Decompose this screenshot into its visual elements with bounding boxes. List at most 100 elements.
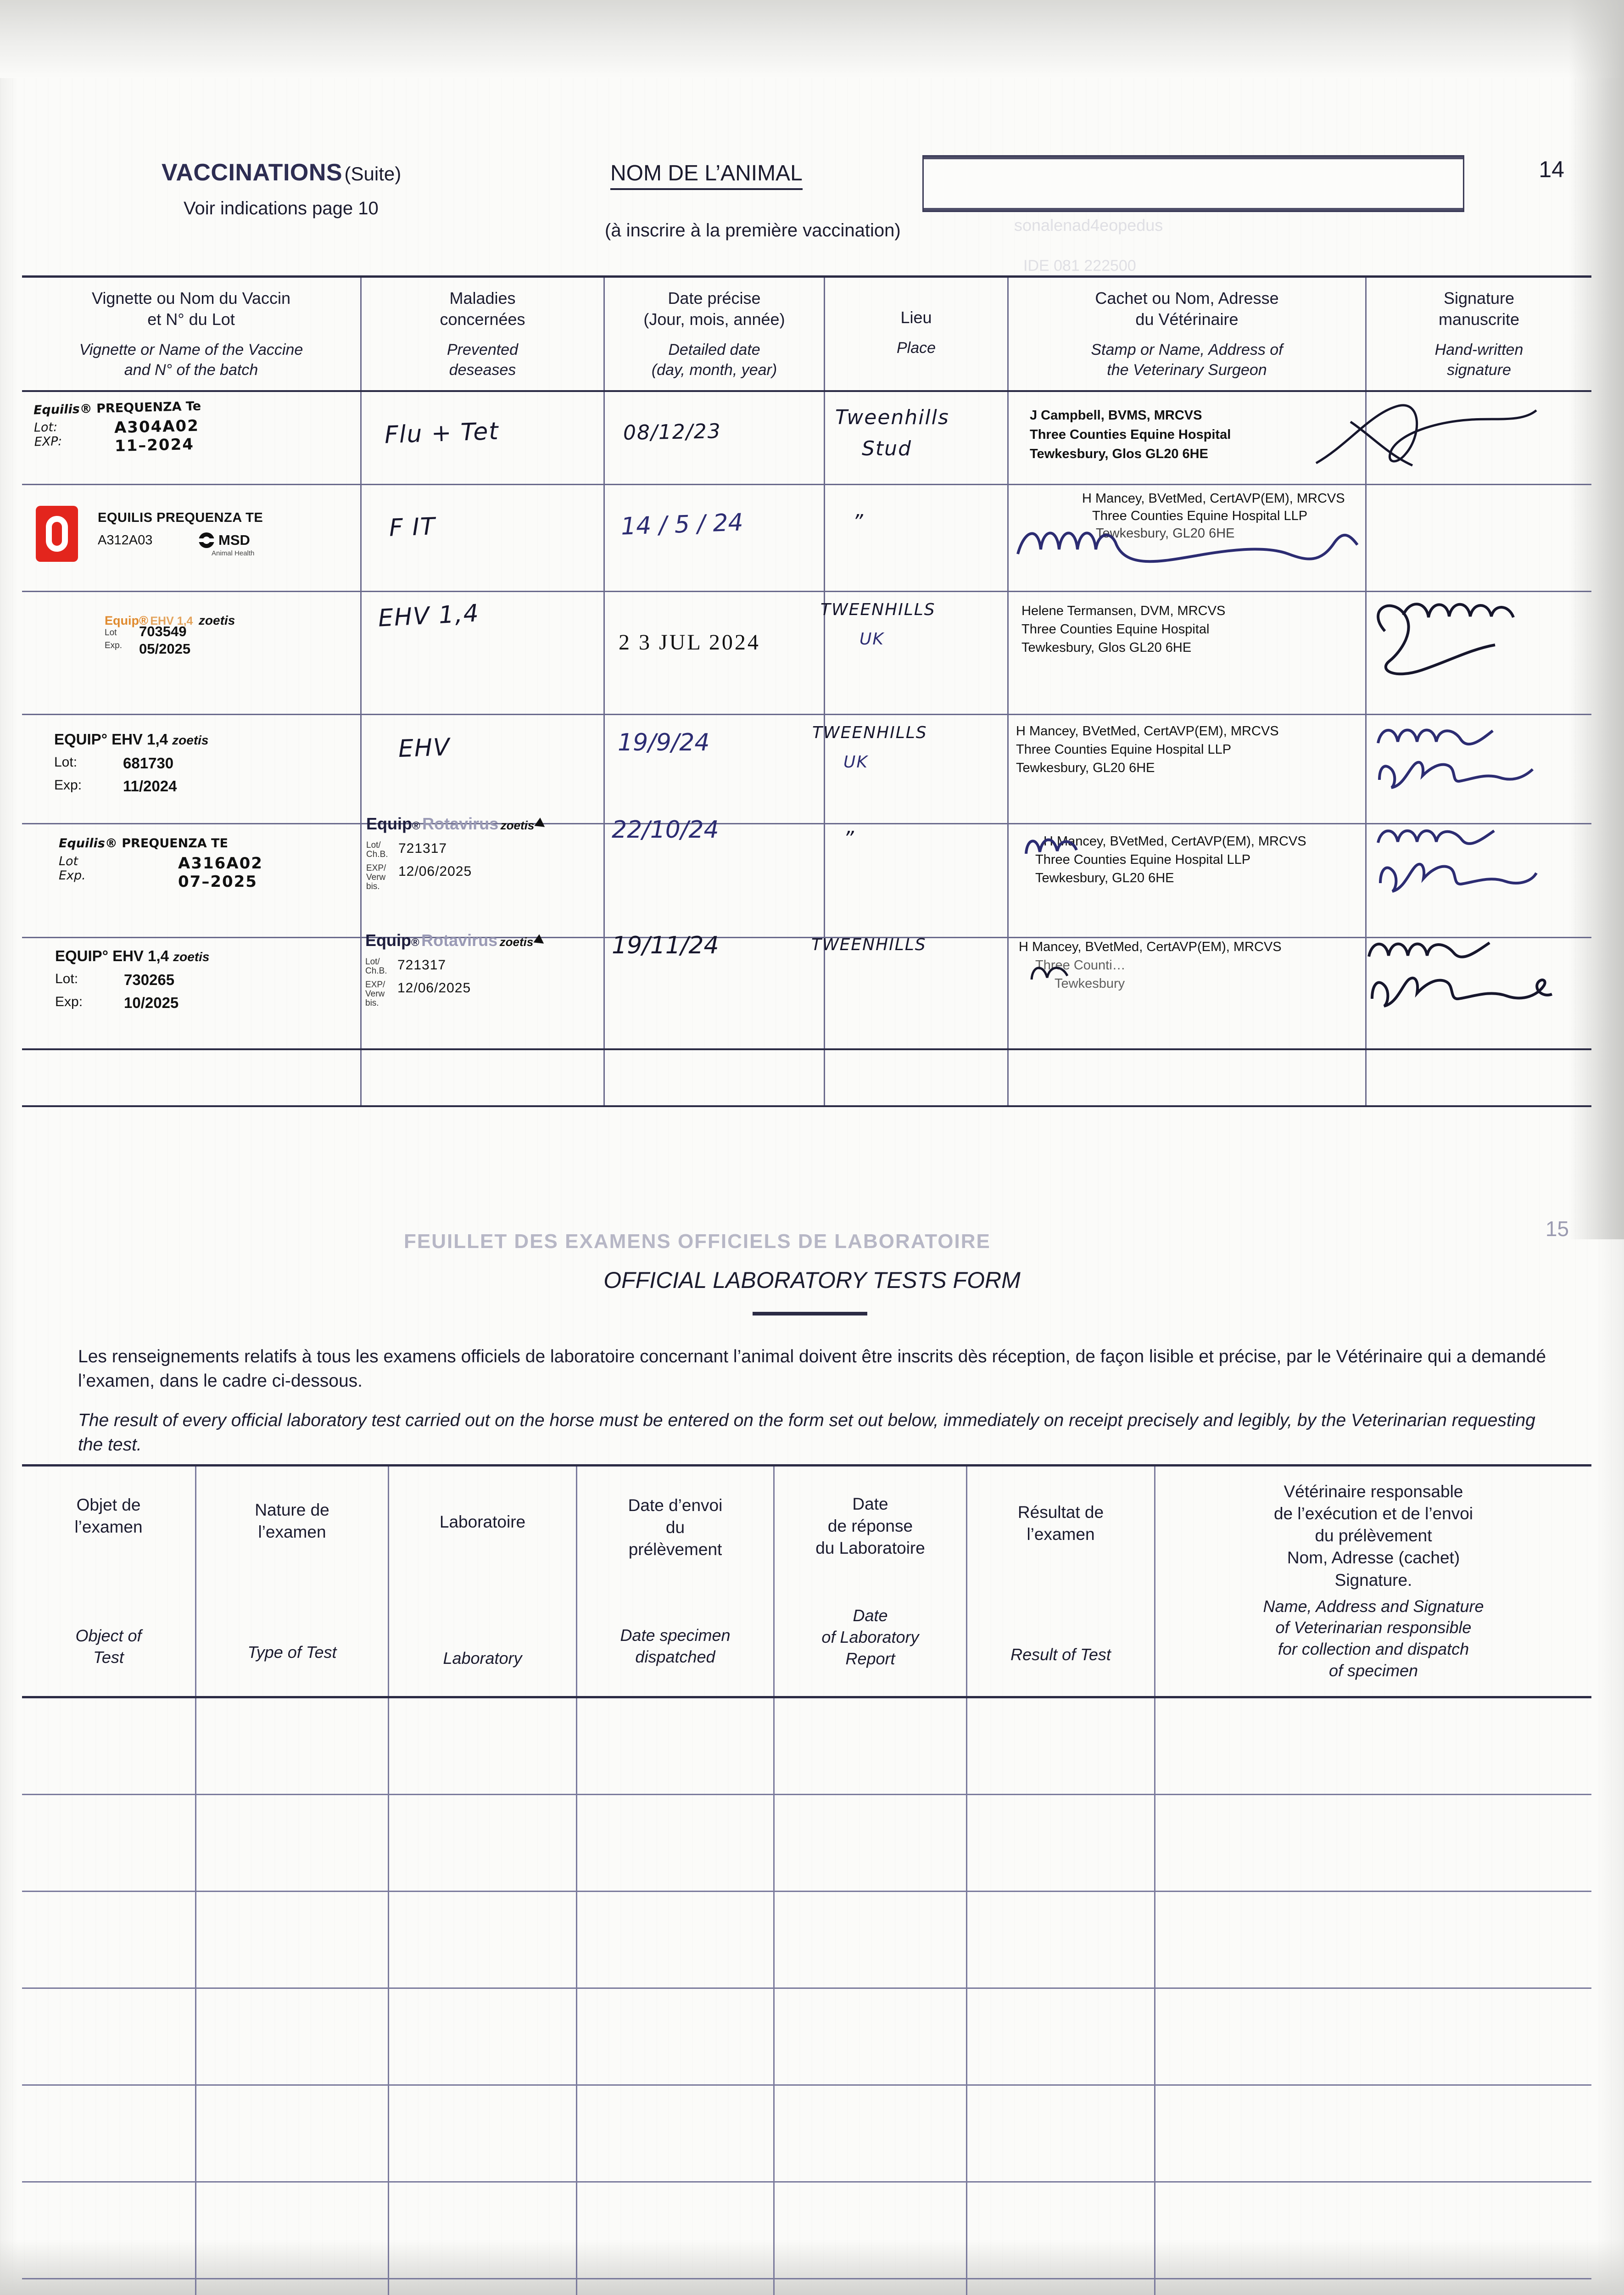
header-text: l’examen [74,1517,143,1537]
header-text: prélèvement [628,1540,722,1559]
lab-table-cell[interactable] [775,1989,967,2084]
lab-table-cell[interactable] [196,2086,389,2181]
page-number-top: 14 [1539,157,1564,182]
lab-table-cell[interactable] [577,2279,775,2295]
lab-table-cell[interactable] [196,2183,389,2278]
vet-stamp-line: Tewkesbury, GL20 6HE [1035,871,1174,886]
lab-table-cell[interactable] [967,1989,1155,2084]
lab-table-cell[interactable] [389,1698,577,1794]
lab-table-cell[interactable] [1155,1989,1591,2084]
lab-table-row[interactable] [22,1892,1591,1989]
laboratory-tests-table: Objet de l’examen Object of Test Nature de… [22,1464,1591,2295]
handwritten-signature-mancey [1367,941,1553,1008]
lab-table-cell[interactable] [775,2183,967,2278]
lab-table-cell[interactable] [389,1892,577,1987]
page-title: VACCINATIONS (Suite) [162,159,401,186]
header-text: Objet de [76,1495,141,1515]
lab-table-cell[interactable] [1155,2279,1591,2295]
lab-table-cell[interactable] [22,2086,196,2181]
lab-table-cell[interactable] [196,1795,389,1891]
lab-table-cell[interactable] [967,2279,1155,2295]
signature-cell [1367,1050,1591,1105]
lab-table-row[interactable] [22,2086,1591,2183]
lab-table-cell[interactable] [1155,2183,1591,2278]
lab-table-cell[interactable] [577,2183,775,2278]
lab-table-cell[interactable] [577,2086,775,2181]
header-text: Name, Address and Signature [1263,1596,1484,1616]
lab-table-cell[interactable] [577,1892,775,1987]
vaccine-sticker: Equilis® PREQUENZA Te Lot: EXP: A304A02 … [33,399,202,458]
lab-table-cell[interactable] [967,1892,1155,1987]
lab-table-cell[interactable] [967,2086,1155,2181]
exp-key-2: Verw [366,873,386,882]
animal-name-sublabel: (à inscrire à la première vaccination) [605,220,901,241]
lab-table-cell[interactable] [577,1989,775,2084]
date-stamp: 2 3 JUL 2024 [619,630,760,655]
lab-table-cell[interactable] [1155,2086,1591,2181]
col-header-place: Lieu Place [825,278,1009,391]
lab-table-cell[interactable] [196,1989,389,2084]
lab-table-cell[interactable] [775,2086,967,2181]
lab-table-cell[interactable] [196,1698,389,1794]
lab-table-cell[interactable] [389,1795,577,1891]
animal-name-input[interactable] [922,155,1464,212]
lab-table-cell[interactable] [22,1698,196,1794]
manufacturer: zoetis [499,935,534,949]
lab-table-cell[interactable] [389,2279,577,2295]
header-text: Detailed date [668,341,760,359]
lab-table-row[interactable] [22,2183,1591,2279]
lot-key-2: Ch.B. [365,966,387,976]
lab-table-row[interactable] [22,2279,1591,2295]
lab-table-cell[interactable] [389,2086,577,2181]
lab-table-cell[interactable] [22,2279,196,2295]
manufacturer-sub: Animal Health [212,549,255,558]
lab-instructions: Les renseignements relatifs à tous les e… [78,1345,1556,1473]
place-cell: Tweenhills Stud [825,392,1009,484]
exp-value: 11–2024 [114,435,195,456]
vaccine-name: EHV 1,4 [112,947,169,965]
lab-table-cell[interactable] [22,1795,196,1891]
lab-table-cell[interactable] [577,1698,775,1794]
vaccine-sticker: Equip® Rotavirus zoetis Lot/Ch.B. 721317 [365,931,547,1008]
lab-table-cell[interactable] [196,1892,389,1987]
exp-value: 05/2025 [139,641,191,657]
lab-table-cell[interactable] [967,2183,1155,2278]
lab-table-cell[interactable] [1155,1795,1591,1891]
lab-table-cell[interactable] [196,2279,389,2295]
lab-table-cell[interactable] [775,1795,967,1891]
vaccine-sticker: Equilis® PREQUENZA TE Lot Exp. A316A02 0… [59,836,263,891]
header-text: Test [93,1648,124,1667]
lab-table-cell[interactable] [1155,1698,1591,1794]
lab-table-row[interactable] [22,1989,1591,2086]
header-text: signature [1447,361,1511,379]
header-text: Vignette ou Nom du Vaccin [92,289,290,308]
lab-table-cell[interactable] [1155,1892,1591,1987]
lab-table-cell[interactable] [389,1989,577,2084]
table-row: EQUIP° EHV 1,4 zoetis Lot: 730265 Exp: 10/… [22,931,1591,1051]
date-cell: 2 3 JUL 2024 [605,592,825,714]
lab-table-cell[interactable] [775,2279,967,2295]
vaccine-sticker: EQUIP° EHV 1,4 zoetis Lot: 730265 Exp: 10/… [55,947,210,1012]
lab-table-cell[interactable] [389,2183,577,2278]
lab-table-cell[interactable] [967,1795,1155,1891]
handwritten-date: 14 / 5 / 24 [620,509,744,541]
lab-table-cell[interactable] [577,1795,775,1891]
lab-table-row[interactable] [22,1795,1591,1892]
lab-table-cell[interactable] [775,1698,967,1794]
lab-table-cell[interactable] [775,1892,967,1987]
table-row: EQUIP° EHV 1,4 zoetis Lot: 681730 Exp: 11/… [22,715,1591,825]
lab-table-row[interactable] [22,1698,1591,1795]
table-header-row: Vignette ou Nom du Vaccin et N° du Lot Vi… [22,278,1591,392]
signature-cell [1367,485,1591,591]
handwritten-signature [1315,404,1537,467]
lab-table-cell[interactable] [22,2183,196,2278]
exp-key: EXP/ [365,980,385,990]
lab-empty-rows [22,1698,1591,2295]
header-text: concernées [440,310,525,329]
lab-table-cell[interactable] [22,1989,196,2084]
lab-table-cell[interactable] [967,1698,1155,1794]
lab-table-cell[interactable] [22,1892,196,1987]
date-cell: 22/10/24 [605,816,825,937]
vaccine-name: PREQUENZA Te [96,399,201,416]
manufacturer: zoetis [500,818,535,833]
